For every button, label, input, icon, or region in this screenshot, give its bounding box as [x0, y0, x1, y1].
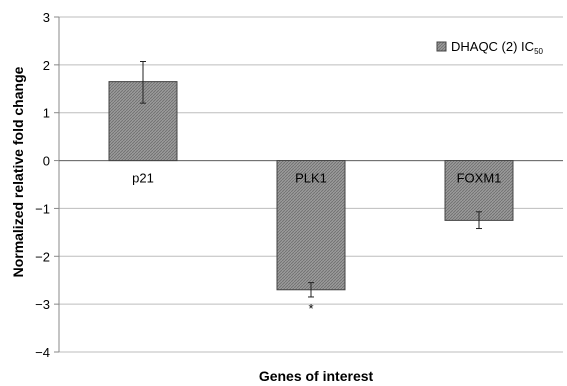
category-label-foxm1: FOXM1: [457, 171, 502, 186]
legend-label-main: DHAQC (2) IC: [451, 39, 534, 54]
error-bars: [140, 61, 482, 298]
y-tick-label: 3: [43, 10, 50, 25]
category-labels: p21 PLK1 FOXM1: [132, 171, 501, 186]
error-bar-foxm1: [476, 211, 482, 230]
y-tick-label: −4: [35, 345, 50, 360]
bar-plk1: [276, 160, 346, 291]
y-axis-title: Normalized relative fold change: [10, 66, 26, 277]
y-tick-labels: 3 2 1 0 −1 −2 −3 −4: [35, 10, 50, 360]
significance-mark: *: [308, 301, 313, 316]
y-tick-label: 1: [43, 106, 50, 121]
bars: [108, 81, 514, 291]
y-tick-label: 0: [43, 154, 50, 169]
legend-swatch: [436, 41, 447, 52]
y-tick-label: −2: [35, 249, 50, 264]
error-bar-p21: [140, 61, 146, 104]
y-tick-label: 2: [43, 58, 50, 73]
legend-label: DHAQC (2) IC50: [451, 39, 544, 56]
y-tick-label: −3: [35, 297, 50, 312]
y-tick-label: −1: [35, 201, 50, 216]
category-label-p21: p21: [132, 171, 154, 186]
legend: DHAQC (2) IC50: [436, 39, 544, 56]
error-bar-plk1: [308, 282, 314, 298]
x-axis-title: Genes of interest: [259, 368, 374, 384]
category-label-plk1: PLK1: [295, 171, 327, 186]
significance-marks: *: [308, 301, 313, 316]
legend-label-subscript: 50: [534, 47, 543, 56]
bar-foxm1: [444, 160, 514, 221]
